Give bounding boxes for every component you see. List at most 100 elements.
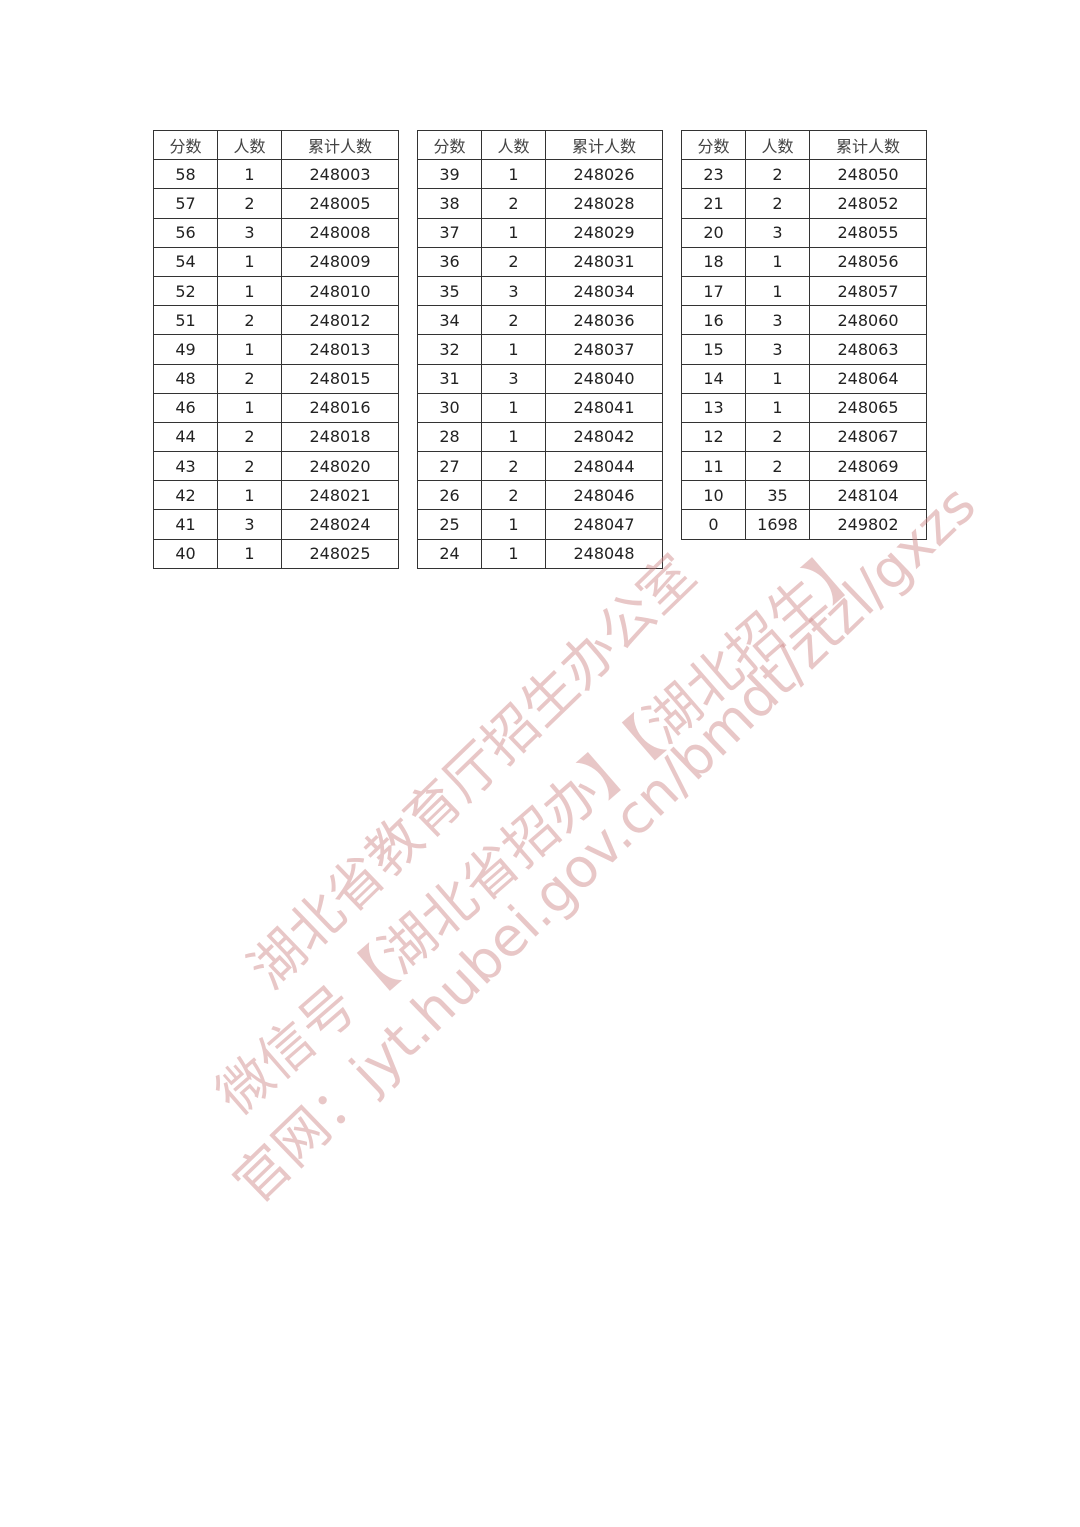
table-row: 48 2 248015 (153, 363, 399, 394)
table-row: 42 1 248021 (153, 480, 399, 511)
table-row: 10 35 248104 (681, 480, 927, 511)
table-row: 15 3 248063 (681, 334, 927, 365)
cumulative-cell: 248018 (281, 421, 399, 453)
cumulative-cell: 248015 (281, 363, 399, 394)
score-cell: 54 (153, 246, 218, 277)
column-header: 分数 (153, 129, 218, 161)
count-cell: 1 (217, 275, 282, 307)
cumulative-cell: 248005 (281, 188, 399, 219)
column-header: 累计人数 (809, 129, 927, 161)
cumulative-cell: 248010 (281, 275, 399, 307)
cumulative-cell: 248036 (545, 305, 663, 336)
score-cell: 17 (681, 275, 746, 307)
table-row: 28 1 248042 (417, 421, 663, 453)
table-row: 24 1 248048 (417, 538, 663, 569)
table-row: 26 2 248046 (417, 480, 663, 511)
count-cell: 2 (217, 421, 282, 453)
score-cell: 15 (681, 334, 746, 365)
count-cell: 1 (481, 217, 546, 248)
header-row: 分数 人数 累计人数 (153, 129, 399, 161)
count-cell: 2 (217, 188, 282, 219)
table-row: 20 3 248055 (681, 217, 927, 248)
table-row: 32 1 248037 (417, 334, 663, 365)
count-cell: 1 (481, 421, 546, 453)
cumulative-cell: 248029 (545, 217, 663, 248)
count-cell: 2 (745, 421, 810, 453)
table-row: 58 1 248003 (153, 159, 399, 190)
table-row: 14 1 248064 (681, 363, 927, 394)
count-cell: 1 (217, 159, 282, 190)
count-cell: 1 (217, 334, 282, 365)
score-cell: 57 (153, 188, 218, 219)
cumulative-cell: 248050 (809, 159, 927, 190)
cumulative-cell: 248042 (545, 421, 663, 453)
score-cell: 32 (417, 334, 482, 365)
score-table-3: 分数 人数 累计人数 23 2 248050 21 2 248052 20 3 248055 18 1 24… (681, 129, 927, 540)
table-row: 35 3 248034 (417, 275, 663, 307)
table-row: 34 2 248036 (417, 305, 663, 336)
table-row: 44 2 248018 (153, 421, 399, 453)
score-cell: 51 (153, 305, 218, 336)
count-cell: 2 (217, 363, 282, 394)
cumulative-cell: 248034 (545, 275, 663, 307)
score-cell: 16 (681, 305, 746, 336)
score-cell: 21 (681, 188, 746, 219)
cumulative-cell: 248046 (545, 480, 663, 511)
score-cell: 56 (153, 217, 218, 248)
score-cell: 28 (417, 421, 482, 453)
cumulative-cell: 248013 (281, 334, 399, 365)
count-cell: 2 (745, 451, 810, 482)
score-cell: 23 (681, 159, 746, 190)
count-cell: 3 (217, 509, 282, 540)
table-row: 37 1 248029 (417, 217, 663, 248)
count-cell: 2 (217, 305, 282, 336)
cumulative-cell: 248009 (281, 246, 399, 277)
score-cell: 36 (417, 246, 482, 277)
table-row: 0 1698 249802 (681, 509, 927, 540)
table-row: 54 1 248009 (153, 246, 399, 277)
score-cell: 26 (417, 480, 482, 511)
count-cell: 2 (745, 159, 810, 190)
count-cell: 3 (745, 305, 810, 336)
count-cell: 2 (481, 451, 546, 482)
table-row: 39 1 248026 (417, 159, 663, 190)
score-cell: 13 (681, 392, 746, 423)
cumulative-cell: 248028 (545, 188, 663, 219)
count-cell: 3 (481, 363, 546, 394)
score-cell: 46 (153, 392, 218, 423)
table-row: 31 3 248040 (417, 363, 663, 394)
cumulative-cell: 248031 (545, 246, 663, 277)
watermark-line-2: 微信号【湖北省招办】【湖北招生】 (204, 530, 878, 1128)
cumulative-cell: 248024 (281, 509, 399, 540)
column-header: 人数 (217, 129, 282, 161)
count-cell: 3 (745, 334, 810, 365)
score-cell: 27 (417, 451, 482, 482)
score-cell: 14 (681, 363, 746, 394)
cumulative-cell: 248060 (809, 305, 927, 336)
score-table-2: 分数 人数 累计人数 39 1 248026 38 2 248028 37 1 248029 36 2 24… (417, 129, 663, 569)
score-table-1: 分数 人数 累计人数 58 1 248003 57 2 248005 56 3 248008 54 1 24… (153, 129, 399, 569)
cumulative-cell: 248026 (545, 159, 663, 190)
score-cell: 43 (153, 451, 218, 482)
cumulative-cell: 249802 (809, 509, 927, 540)
count-cell: 1698 (745, 509, 810, 540)
count-cell: 3 (481, 275, 546, 307)
cumulative-cell: 248044 (545, 451, 663, 482)
score-cell: 20 (681, 217, 746, 248)
table-row: 21 2 248052 (681, 188, 927, 219)
header-row: 分数 人数 累计人数 (681, 129, 927, 161)
score-cell: 0 (681, 509, 746, 540)
count-cell: 2 (481, 305, 546, 336)
table-row: 27 2 248044 (417, 451, 663, 482)
cumulative-cell: 248056 (809, 246, 927, 277)
score-cell: 24 (417, 538, 482, 569)
cumulative-cell: 248057 (809, 275, 927, 307)
watermark-line-3: 官网：jyt.hubei.gov.cn/bmdt/ztzl/gxzs (221, 472, 988, 1216)
cumulative-cell: 248104 (809, 480, 927, 511)
table-row: 43 2 248020 (153, 451, 399, 482)
count-cell: 3 (745, 217, 810, 248)
score-cell: 44 (153, 421, 218, 453)
count-cell: 2 (481, 188, 546, 219)
score-cell: 18 (681, 246, 746, 277)
count-cell: 1 (481, 509, 546, 540)
